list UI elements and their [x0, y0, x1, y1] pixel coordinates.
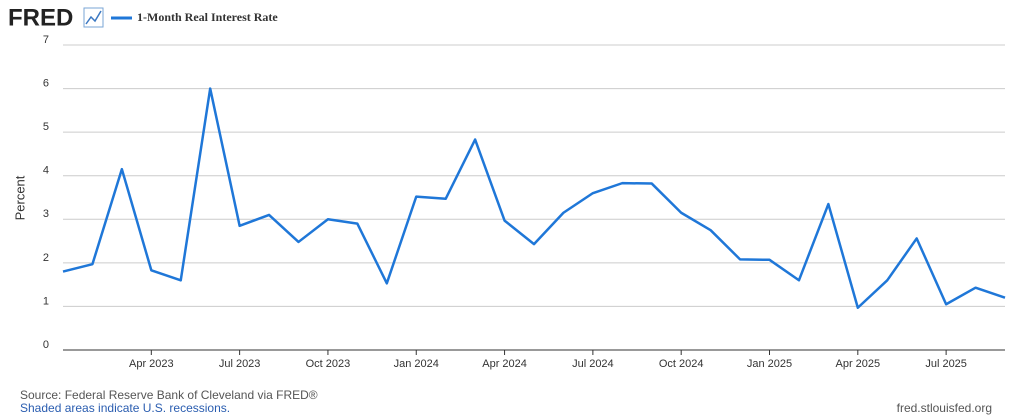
x-tick-label: Jan 2024 — [394, 358, 439, 370]
y-tick-label: 0 — [43, 339, 49, 351]
site-url: fred.stlouisfed.org — [897, 401, 992, 415]
y-tick-label: 3 — [43, 208, 49, 220]
x-tick-label: Oct 2024 — [659, 358, 704, 370]
y-tick-label: 5 — [43, 121, 49, 133]
y-tick-label: 2 — [43, 252, 49, 264]
x-tick-label: Jul 2024 — [572, 358, 614, 370]
x-tick-label: Apr 2025 — [835, 358, 880, 370]
y-tick-label: 4 — [43, 165, 49, 177]
logo-icon-line — [85, 10, 102, 25]
x-tick-label: Jan 2025 — [747, 358, 792, 370]
x-tick-label: Oct 2023 — [306, 358, 351, 370]
y-axis-label: Percent — [12, 175, 27, 220]
x-tick-label: Jul 2023 — [219, 358, 261, 370]
y-tick-label: 7 — [43, 34, 49, 46]
legend-label[interactable]: 1-Month Real Interest Rate — [137, 10, 278, 24]
logo: FRED — [8, 4, 73, 31]
x-tick-label: Apr 2023 — [129, 358, 174, 370]
x-tick-label: Jul 2025 — [925, 358, 967, 370]
data-line — [62, 87, 1006, 309]
logo-icon — [83, 7, 104, 28]
source: Source: Federal Reserve Bank of Clevelan… — [20, 388, 318, 402]
y-tick-label: 6 — [43, 77, 49, 89]
recession-note: Shaded areas indicate U.S. recessions. — [20, 401, 230, 415]
x-tick-label: Apr 2024 — [482, 358, 527, 370]
y-tick-label: 1 — [43, 295, 49, 307]
